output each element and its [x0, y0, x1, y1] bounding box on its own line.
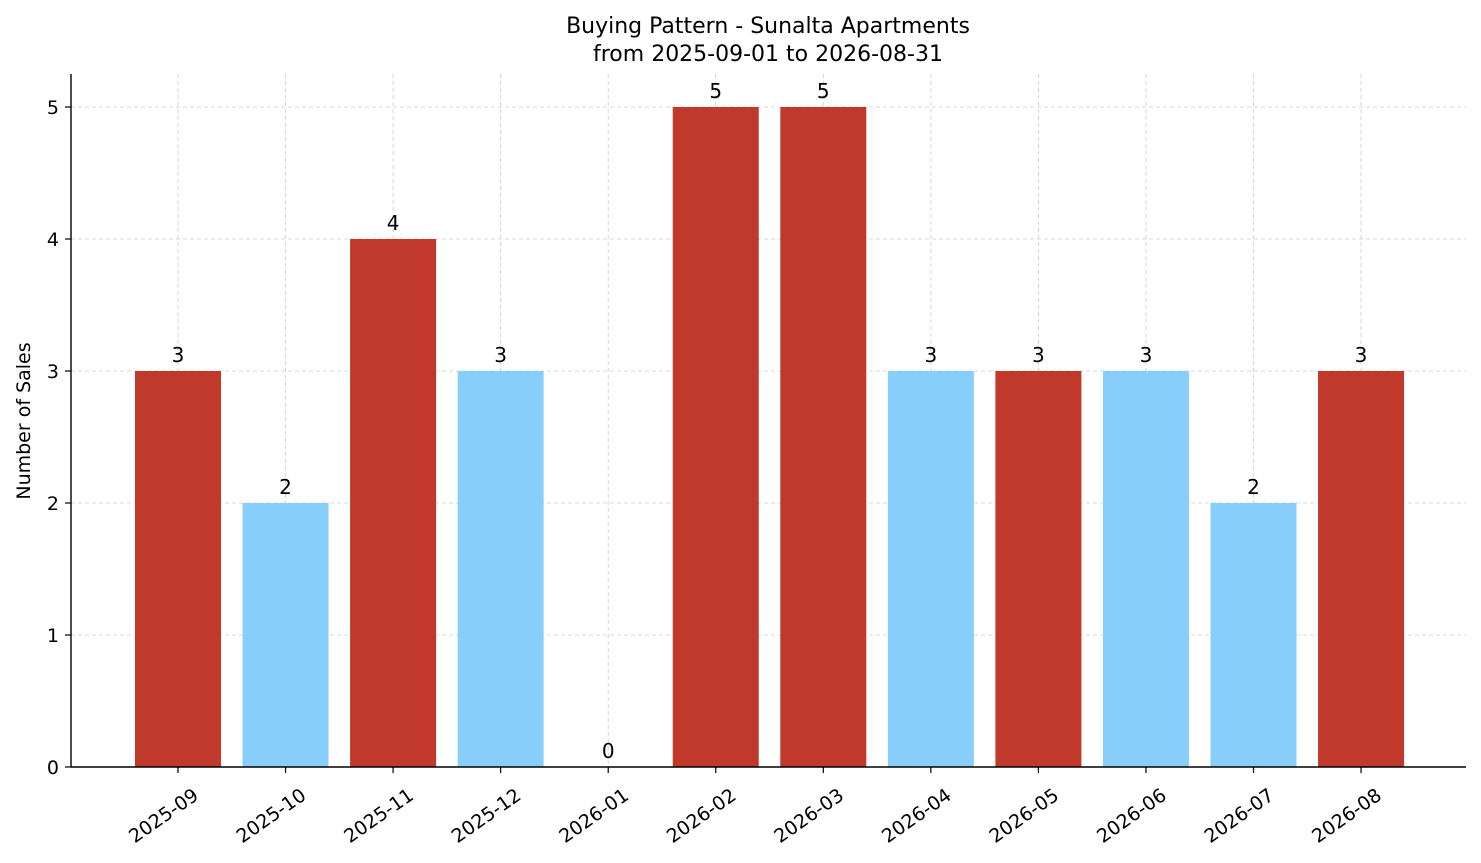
x-tick-label: 2025-09 [125, 784, 203, 848]
y-tick-label: 0 [47, 757, 59, 779]
chart-title-line-2: from 2025-09-01 to 2026-08-31 [593, 42, 943, 67]
bar [457, 371, 544, 767]
bar-value-label: 5 [709, 79, 722, 103]
y-tick-label: 5 [47, 97, 59, 119]
x-tick-label: 2026-05 [985, 784, 1063, 848]
x-tick-label: 2026-06 [1093, 784, 1171, 848]
x-tick-label: 2026-07 [1201, 784, 1279, 848]
bar [780, 107, 867, 767]
bar [242, 503, 329, 767]
bar-value-label: 5 [817, 79, 830, 103]
bar [350, 239, 437, 767]
y-tick-label: 4 [47, 229, 59, 251]
bar-value-label: 3 [1032, 343, 1045, 367]
bar [1102, 371, 1189, 767]
bar-value-label: 3 [1355, 343, 1368, 367]
x-tick-label: 2026-01 [555, 784, 633, 848]
bar [887, 371, 974, 767]
x-tick-label: 2025-11 [340, 784, 418, 848]
y-axis-label: Number of Sales [13, 342, 35, 499]
x-tick-label: 2026-02 [663, 784, 741, 848]
bar-value-label: 2 [1247, 475, 1260, 499]
bar-value-label: 3 [1140, 343, 1153, 367]
chart-title-line-1: Buying Pattern - Sunalta Apartments [566, 14, 970, 39]
bar-value-label: 0 [602, 739, 615, 763]
x-tick-label: 2026-03 [770, 784, 848, 848]
data-labels: 3 2 4 3 0 5 5 3 3 3 2 3 [172, 79, 1368, 763]
bar-value-label: 4 [387, 211, 400, 235]
x-tick-label: 2026-04 [878, 784, 956, 848]
bars [135, 107, 1405, 767]
bar [1210, 503, 1297, 767]
bar [135, 371, 221, 767]
y-tick-label: 1 [47, 625, 59, 647]
bar-value-label: 3 [924, 343, 937, 367]
bar [995, 371, 1082, 767]
bar-value-label: 2 [279, 475, 292, 499]
bar [1318, 371, 1405, 767]
x-tick-label: 2025-10 [233, 784, 311, 848]
chart-title: Buying Pattern - Sunalta Apartments from… [566, 14, 970, 67]
bar-value-label: 3 [172, 343, 185, 367]
bar-value-label: 3 [494, 343, 507, 367]
y-tick-label: 2 [47, 493, 59, 515]
y-tick-label: 3 [47, 361, 59, 383]
x-tick-label: 2026-08 [1308, 784, 1386, 848]
bar [672, 107, 759, 767]
x-tick-label: 2025-12 [448, 784, 526, 848]
